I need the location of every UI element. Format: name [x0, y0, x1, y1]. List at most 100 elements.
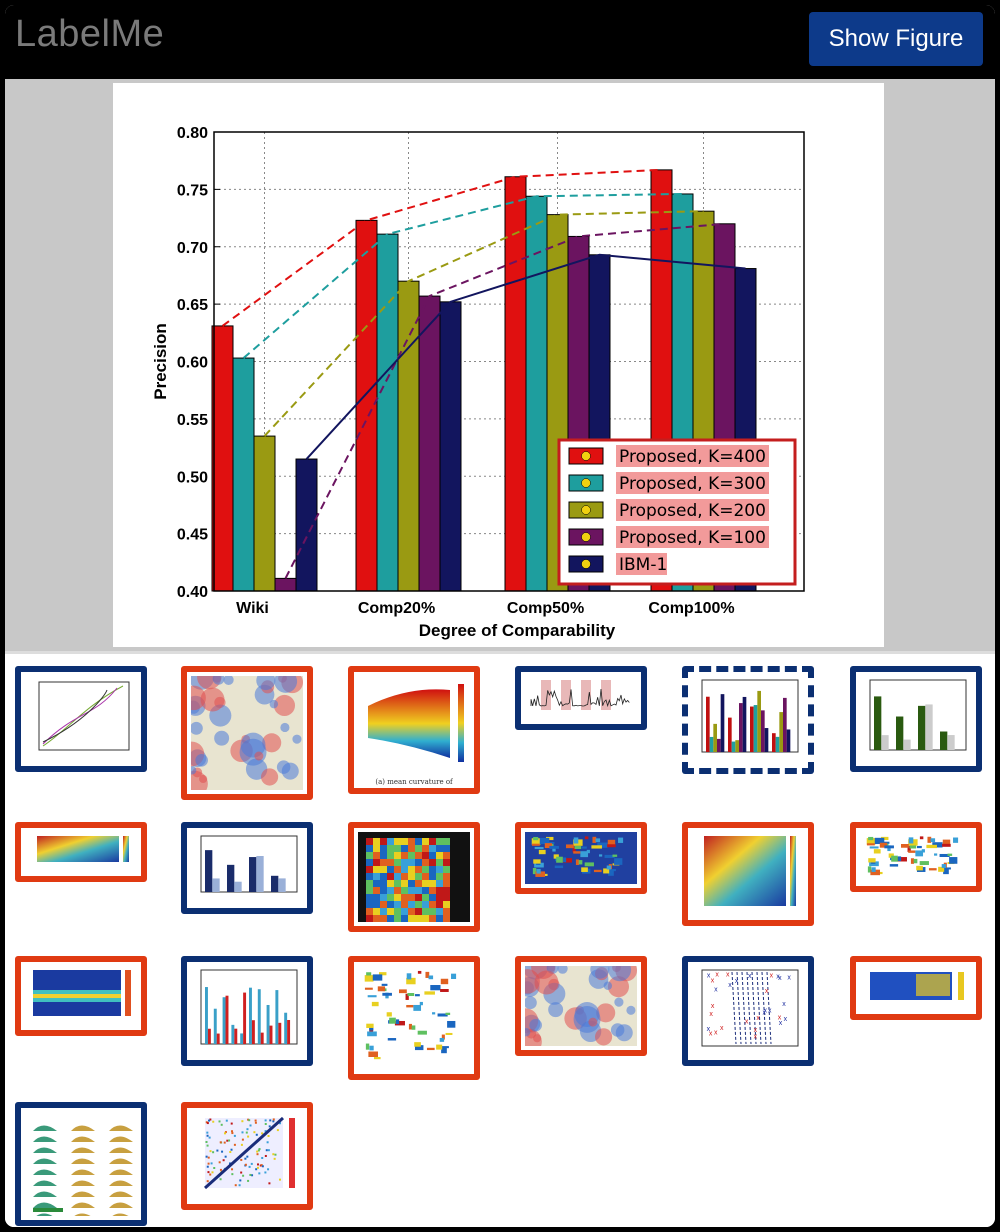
legend-label-highlight	[616, 499, 769, 521]
bar-proposed-k-100-wiki	[274, 577, 297, 592]
bar-ibm-1-comp20-	[439, 301, 462, 592]
thumbnail-image	[358, 832, 470, 922]
svg-text:x: x	[720, 1025, 724, 1032]
svg-text:x: x	[765, 988, 769, 995]
bar-proposed-k-400-comp20-	[355, 219, 378, 592]
thumb-scatter-map[interactable]	[850, 822, 982, 892]
svg-text:x: x	[714, 1029, 718, 1036]
y-tick-label: 0.65	[177, 297, 208, 314]
thumb-europe-map[interactable]	[348, 956, 480, 1080]
bar-ibm-1-wiki	[295, 458, 318, 592]
legend-label: IBM-1	[619, 555, 667, 575]
legend-label: Proposed, K=400	[619, 447, 766, 467]
thumb-contour[interactable]	[682, 822, 814, 926]
thumbnail-gallery: (a) mean curvature of x x x x x x x x x x x x x x x x x x x…	[5, 651, 995, 1227]
series-line	[305, 253, 746, 460]
main-figure: 0.40 0.45 0.50 0.55 0.60 0.65 0.70 0.75 0.80 Wiki…	[113, 83, 884, 647]
svg-text:x: x	[745, 1019, 749, 1026]
series-line	[221, 168, 662, 327]
svg-text:x: x	[782, 1001, 786, 1008]
series-line	[263, 210, 704, 437]
thumb-bar-comparison[interactable]	[181, 956, 313, 1066]
thumbnail-image	[860, 832, 972, 882]
svg-text:x: x	[711, 1003, 715, 1010]
thumbnail-image	[358, 966, 470, 1070]
svg-text:x: x	[754, 1033, 758, 1040]
svg-text:x: x	[726, 972, 730, 979]
legend-marker	[581, 532, 591, 542]
svg-text:x: x	[728, 982, 732, 989]
thumb-regional-map[interactable]	[515, 956, 647, 1056]
bar-proposed-k-100-comp20-	[418, 295, 441, 592]
y-tick-label: 0.45	[177, 527, 208, 544]
app-window: LabelMe Show Figure 0.40 0.45 0.50 0.55 0.60…	[4, 4, 996, 1228]
thumbnail-image	[191, 676, 303, 790]
thumbnail-caption: (a) mean curvature of	[375, 778, 453, 786]
thumb-grouped-bars[interactable]	[181, 822, 313, 914]
bar-proposed-k-300-comp20-	[376, 233, 399, 592]
top-bar: LabelMe Show Figure	[5, 5, 995, 79]
thumb-ocean-section[interactable]	[15, 822, 147, 882]
y-tick-label: 0.60	[177, 355, 208, 372]
thumbnail-image	[525, 966, 637, 1046]
axes-frame	[213, 131, 805, 592]
x-axis-label: Degree of Comparability	[419, 621, 616, 640]
thumb-matrix-plot[interactable]	[181, 1102, 313, 1210]
legend-marker	[581, 505, 591, 515]
svg-text:x: x	[709, 1011, 713, 1018]
legend-label: Proposed, K=200	[619, 501, 766, 521]
thumb-histogram-grid[interactable]	[15, 1102, 147, 1226]
thumb-mean-curvature-surface[interactable]: (a) mean curvature of	[348, 666, 480, 794]
show-figure-button[interactable]: Show Figure	[809, 12, 983, 66]
svg-text:x: x	[756, 1015, 760, 1022]
svg-text:x: x	[711, 977, 715, 984]
thumbnail-image	[25, 832, 137, 872]
series-line	[284, 222, 725, 579]
bar-proposed-k-400-comp50-	[504, 176, 527, 592]
figure-viewer: 0.40 0.45 0.50 0.55 0.60 0.65 0.70 0.75 0.80 Wiki…	[5, 79, 995, 651]
x-tick-label: Comp100%	[648, 600, 734, 617]
thumbnail-image	[25, 1112, 137, 1216]
svg-text:x: x	[787, 975, 791, 982]
legend-label-highlight	[616, 553, 667, 575]
y-tick-label: 0.80	[177, 125, 208, 142]
bar-proposed-k-300-wiki	[232, 357, 255, 592]
thumbnail-image	[525, 676, 637, 720]
thumb-line-profiles[interactable]	[15, 666, 147, 772]
thumbnail-image	[692, 832, 804, 916]
legend-marker	[581, 559, 591, 569]
bar-proposed-k-200-wiki	[253, 435, 276, 592]
x-tick-label: Wiki	[236, 600, 269, 617]
legend-label-highlight	[616, 472, 769, 494]
thumb-antarctic-map[interactable]	[181, 666, 313, 800]
thumbnail-image	[358, 676, 470, 784]
svg-text:x: x	[778, 975, 782, 982]
legend-marker	[581, 451, 591, 461]
svg-text:x: x	[779, 1020, 783, 1027]
svg-text:x: x	[735, 978, 739, 985]
svg-text:x: x	[768, 1008, 772, 1015]
y-tick-label: 0.70	[177, 240, 208, 257]
legend-label-highlight	[616, 526, 769, 548]
thumbnail-image	[860, 966, 972, 1010]
thumb-heatmap-grid[interactable]	[348, 822, 480, 932]
legend-label: Proposed, K=100	[619, 528, 766, 548]
svg-text:x: x	[707, 972, 711, 979]
svg-text:x: x	[754, 1027, 758, 1034]
svg-text:x: x	[784, 1016, 788, 1023]
thumb-timeseries-bars[interactable]	[515, 666, 647, 730]
svg-text:x: x	[763, 1008, 767, 1015]
thumb-vector-field[interactable]	[850, 956, 982, 1020]
thumb-error-bars[interactable]	[850, 666, 982, 772]
bar-proposed-k-400-wiki	[211, 325, 234, 592]
legend-label-highlight	[616, 445, 769, 467]
thumbnail-image	[692, 676, 804, 764]
y-tick-label: 0.50	[177, 469, 208, 486]
thumbnail-image	[25, 966, 137, 1026]
thumb-current-figure[interactable]	[682, 666, 814, 774]
x-tick-label: Comp20%	[358, 600, 435, 617]
thumb-world-map[interactable]	[515, 822, 647, 894]
thumb-spectrogram[interactable]	[15, 956, 147, 1036]
